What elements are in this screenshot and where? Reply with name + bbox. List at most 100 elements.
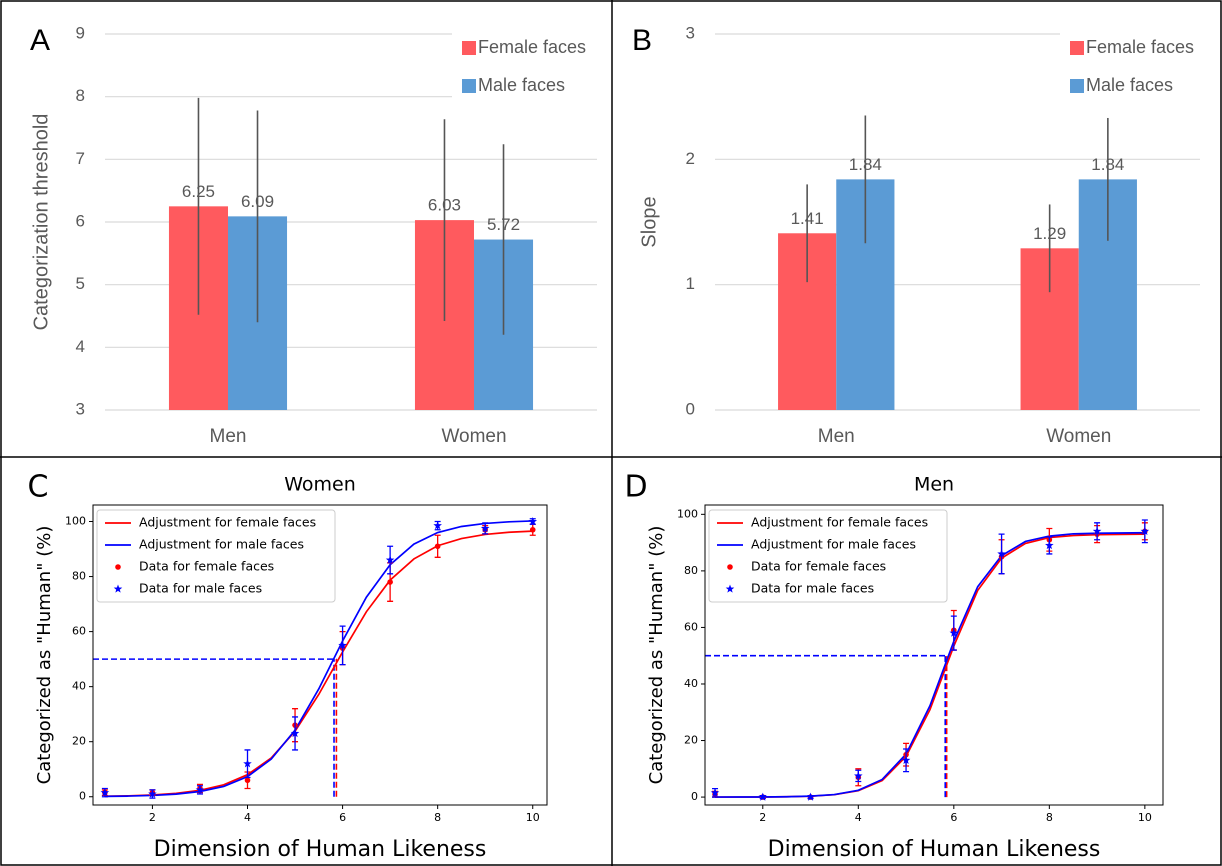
x-tick-label: Men — [818, 426, 855, 447]
x-tick-label: 4 — [855, 811, 862, 824]
value-label: 5.72 — [487, 215, 520, 234]
y-axis-label: Categorization threshold — [30, 114, 52, 331]
panel: A Categorization threshold 3 4 5 6 7 8 9 Men 6.25 6… — [30, 23, 597, 447]
data-point — [758, 792, 768, 801]
x-tick-label: 6 — [950, 811, 957, 824]
x-axis-label: Dimension of Human Likeness — [768, 837, 1101, 862]
data-point — [1092, 526, 1102, 535]
y-tick-label: 20 — [684, 734, 698, 747]
panel: D Men Dimension of Human Likeness Categoriz… — [624, 470, 1164, 862]
fit-curve — [104, 520, 533, 798]
y-tick-label: 4 — [76, 337, 85, 356]
value-label: 1.29 — [1033, 224, 1066, 243]
y-tick-label: 3 — [76, 399, 85, 418]
data-point — [387, 579, 393, 585]
x-tick-label: 2 — [149, 811, 156, 824]
y-tick-label: 40 — [684, 677, 698, 690]
data-point — [148, 789, 157, 798]
plot-frame — [704, 504, 1164, 806]
x-tick-label: Women — [441, 426, 506, 447]
value-label: 6.09 — [241, 192, 274, 211]
data-point — [244, 777, 251, 784]
legend-swatch — [115, 564, 121, 570]
data-point — [901, 755, 911, 764]
y-tick-label: 20 — [72, 735, 86, 748]
x-tick-label: Men — [210, 426, 247, 447]
y-axis-label: Categorized as "Human" (%) — [646, 526, 667, 785]
y-axis-label: Categorized as "Human" (%) — [34, 526, 55, 785]
legend-label: Adjustment for female faces — [139, 515, 316, 530]
legend-label: Data for female faces — [751, 559, 886, 574]
x-tick-label: 8 — [434, 811, 441, 824]
legend-label: Male faces — [1086, 75, 1173, 95]
legend-label: Male faces — [478, 75, 565, 95]
y-tick-label: 60 — [684, 620, 698, 633]
x-tick-label: 2 — [759, 811, 766, 824]
y-tick-label: 0 — [686, 399, 695, 418]
panel: B Slope 0 1 2 3 Men 1.41 1.84 Women 1.29 1.84 Female… — [632, 23, 1200, 447]
x-tick-label: Women — [1046, 426, 1111, 447]
panel-letter: C — [28, 470, 49, 505]
data-point — [100, 788, 110, 797]
data-point — [385, 555, 395, 564]
y-tick-label: 6 — [76, 211, 85, 230]
legend-swatch — [113, 584, 123, 593]
chart-title: Men — [914, 474, 954, 496]
data-point — [433, 521, 442, 530]
data-point — [434, 543, 441, 550]
legend-swatch — [725, 584, 735, 593]
legend-box — [96, 509, 336, 603]
legend-swatch — [1070, 79, 1084, 93]
value-label: 1.41 — [791, 209, 824, 228]
value-label: 1.84 — [849, 155, 882, 174]
y-tick-label: 100 — [65, 515, 86, 528]
plot-frame — [92, 504, 548, 806]
y-tick-label: 80 — [72, 570, 86, 583]
data-point — [1045, 540, 1054, 550]
data-point — [290, 728, 300, 738]
panel-letter: D — [624, 470, 647, 505]
data-point — [529, 526, 536, 533]
x-tick-label: 4 — [244, 811, 251, 824]
y-tick-label: 3 — [686, 23, 695, 42]
data-point — [338, 640, 347, 650]
x-tick-label: 6 — [339, 811, 346, 824]
data-point — [480, 523, 490, 533]
value-label: 6.03 — [428, 196, 461, 215]
legend-swatch — [727, 564, 733, 570]
y-tick-label: 8 — [76, 86, 85, 105]
chart-title: Women — [284, 474, 356, 496]
legend-label: Adjustment for male faces — [751, 537, 916, 552]
data-point — [528, 517, 538, 526]
legend-label: Adjustment for male faces — [139, 537, 304, 552]
y-axis-label: Slope — [638, 196, 660, 247]
data-point — [243, 759, 252, 768]
y-tick-label: 80 — [684, 564, 698, 577]
y-tick-label: 0 — [691, 790, 698, 803]
value-label: 6.25 — [182, 182, 215, 201]
y-tick-label: 9 — [76, 23, 85, 42]
fit-curve — [715, 531, 1145, 798]
x-axis-label: Dimension of Human Likeness — [154, 837, 487, 862]
data-point — [854, 771, 863, 780]
data-point — [1140, 526, 1150, 535]
y-tick-label: 5 — [76, 274, 85, 293]
legend-label: Female faces — [1086, 37, 1194, 57]
panel: C Women Dimension of Human Likeness Categor… — [28, 470, 548, 862]
y-tick-label: 1 — [686, 274, 695, 293]
legend-label: Data for male faces — [139, 581, 262, 596]
x-tick-label: 10 — [526, 811, 540, 824]
x-tick-label: 10 — [1138, 811, 1152, 824]
legend-background — [452, 30, 597, 110]
data-point — [997, 549, 1006, 558]
legend-box — [708, 509, 948, 603]
data-point — [710, 788, 720, 797]
y-tick-label: 7 — [76, 149, 85, 168]
y-tick-label: 100 — [677, 507, 698, 520]
legend-label: Adjustment for female faces — [751, 515, 928, 530]
legend-swatch — [1070, 41, 1084, 55]
data-point — [949, 628, 959, 637]
y-tick-label: 2 — [686, 149, 695, 168]
